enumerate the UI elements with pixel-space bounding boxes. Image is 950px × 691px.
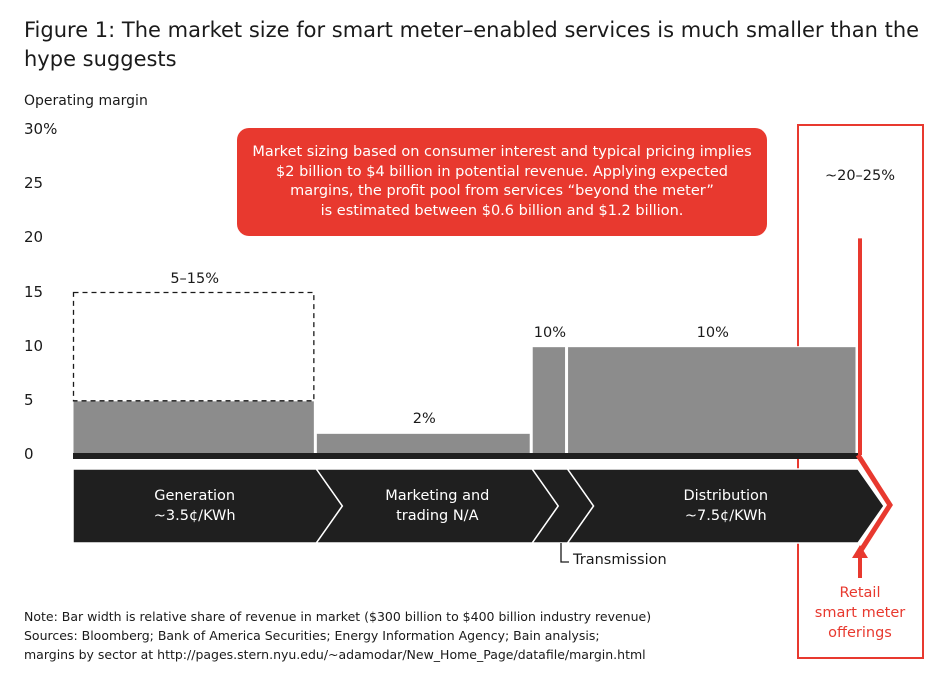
footnote-margins: margins by sector at http://pages.stern.…: [24, 647, 646, 662]
chart-title: Figure 1: The market size for smart mete…: [24, 18, 920, 71]
bar-value-label: 5–15%: [170, 270, 220, 287]
chain-arrow-label: Distribution ~7.5¢/KWh: [683, 488, 769, 524]
retail-value-label: ~20–25%: [824, 168, 896, 185]
y-tick-label: 5: [24, 390, 34, 409]
transmission-bracket: [560, 543, 569, 563]
bar-value-label: 10%: [696, 324, 729, 341]
bar-generation: [72, 400, 315, 456]
y-tick-label: 25: [24, 174, 44, 193]
y-tick-label: 15: [24, 282, 44, 301]
bar-distribution: [567, 346, 857, 456]
y-tick-label: 0: [24, 445, 34, 463]
retail-pointer-head: [852, 545, 868, 558]
baseline: [73, 453, 858, 459]
retail-chain-tip: [855, 453, 893, 557]
transmission-label: Transmission: [573, 552, 667, 568]
chain-arrow-label: Generation ~3.5¢/KWh: [153, 488, 236, 524]
bar-transmission: [531, 346, 567, 456]
bar-value-label: 10%: [533, 324, 566, 341]
y-axis-label: Operating margin: [24, 93, 148, 109]
callout-box: Market sizing based on consumer interest…: [237, 128, 767, 236]
footnote-note: Note: Bar width is relative share of rev…: [24, 609, 652, 624]
footnote-sources: Sources: Bloomberg; Bank of America Secu…: [24, 628, 600, 643]
y-tick-label: 20: [24, 228, 44, 247]
retail-label: Retail smart meter offerings: [814, 585, 906, 641]
chain-arrow-label: Marketing and trading N/A: [385, 488, 490, 524]
y-tick-label: 30%: [24, 120, 58, 138]
bar-marketing-and-trading: [315, 432, 531, 456]
range-box-generation: [72, 291, 315, 402]
bar-value-label: 2%: [412, 411, 436, 428]
y-tick-label: 10: [24, 336, 44, 355]
callout-text: Market sizing based on consumer interest…: [252, 144, 752, 219]
chain-arrow-distribution: [566, 468, 885, 544]
